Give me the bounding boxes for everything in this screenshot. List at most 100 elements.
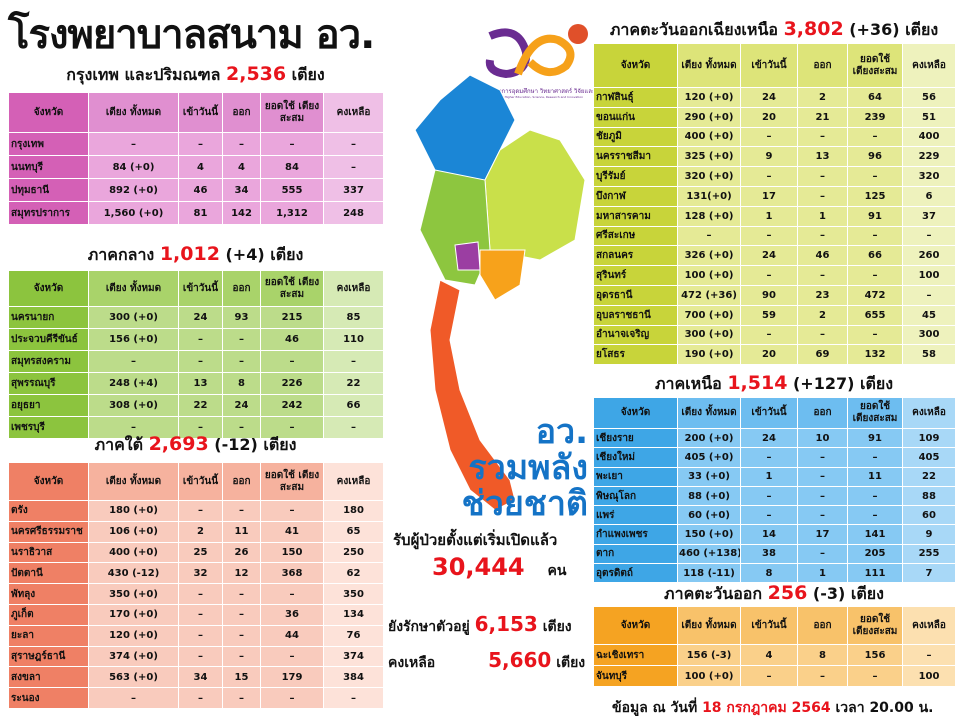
value-cell: 2 [797, 87, 848, 108]
value-cell: – [222, 416, 261, 439]
logo-mark-icon [485, 24, 588, 79]
value-cell: 4 [222, 155, 261, 179]
table-row: ประจวบคีรีขันธ์ 156 (+0) – –46 110 [8, 328, 384, 351]
province-cell: ยโสธร [593, 344, 678, 366]
value-cell: 46 [260, 328, 324, 351]
value-cell: – [323, 687, 384, 709]
east-label: ภาคตะวันออก [664, 584, 768, 603]
table-row: พะเยา 33 (+0) 1–11 22 [593, 466, 956, 487]
province-cell: อุดรธานี [593, 284, 678, 306]
value-cell: – [847, 505, 903, 526]
value-cell: 24 [740, 427, 798, 449]
north-header-row: จังหวัด เตียง ทั้งหมด เข้าวันนี้ ออก ยอดใช้ … [593, 397, 956, 429]
value-cell: 170 (+0) [88, 603, 179, 626]
south-heading: ภาคใต้ 2,693 (-12) เตียง [8, 433, 383, 458]
value-cell: – [847, 225, 903, 247]
value-cell: 15 [222, 666, 261, 689]
province-cell: นครศรีธรรมราช [8, 520, 89, 543]
admitted-label: รับผู้ป่วยตั้งแต่เริ่มเปิดแล้ว [393, 531, 558, 549]
value-cell: 150 [260, 541, 324, 564]
value-cell: 229 [902, 146, 956, 168]
value-cell: 205 [847, 543, 903, 565]
province-cell: ยะลา [8, 624, 89, 647]
table-row: เชียงราย 200 (+0) 24 10 91 109 [593, 427, 956, 449]
value-cell: 430 (-12) [88, 562, 179, 585]
value-cell: 320 (+0) [677, 166, 741, 187]
value-cell: 60 [902, 505, 956, 526]
column-header: จังหวัด [8, 92, 89, 133]
province-cell: นราธิวาส [8, 541, 89, 564]
value-cell: 384 [323, 666, 384, 689]
remaining-stat: คงเหลือ 5,660 เตียง [388, 648, 585, 674]
value-cell: 320 [902, 166, 956, 187]
south-label: ภาคใต้ [94, 435, 149, 454]
value-cell: 400 (+0) [677, 126, 741, 148]
table-row: อุดรธานี 472 (+36) 90 23 472– [593, 284, 956, 306]
value-cell: 34 [222, 178, 261, 202]
table-row: พัทลุง 350 (+0) – – –350 [8, 583, 384, 605]
value-cell: 12 [222, 562, 261, 585]
value-cell: 24 [740, 245, 798, 267]
province-cell: สุรินทร์ [593, 265, 678, 286]
province-cell: อำนาจเจริญ [593, 324, 678, 346]
value-cell: 180 (+0) [88, 500, 179, 522]
table-row: ตรัง 180 (+0) – – –180 [8, 500, 384, 522]
value-cell: 22 [902, 466, 956, 487]
value-cell: 65 [323, 520, 384, 543]
value-cell: – [847, 324, 903, 346]
value-cell: 90 [740, 284, 798, 306]
value-cell: – [222, 500, 261, 522]
column-header: ออก [222, 92, 261, 133]
value-cell: 700 (+0) [677, 304, 741, 326]
value-cell: 141 [847, 524, 903, 545]
value-cell: – [797, 265, 848, 286]
value-cell: 6 [902, 185, 956, 207]
value-cell: 2 [797, 304, 848, 326]
value-cell: 66 [847, 245, 903, 267]
province-cell: สงขลา [8, 666, 89, 689]
northeast-heading: ภาคตะวันออกเฉียงเหนือ 3,802 (+36) เตียง [593, 18, 955, 43]
north-label: ภาคเหนือ [654, 374, 728, 393]
value-cell: 44 [260, 624, 324, 647]
value-cell: 118 (-11) [677, 563, 741, 584]
value-cell: 84 [260, 155, 324, 179]
north-table: จังหวัด เตียง ทั้งหมด เข้าวันนี้ ออก ยอดใช้ … [593, 397, 956, 584]
value-cell: 109 [902, 427, 956, 449]
table-row: สงขลา 563 (+0) 34 15 179 384 [8, 666, 384, 689]
province-cell: นครราชสีมา [593, 146, 678, 168]
value-cell: 131(+0) [677, 185, 741, 207]
map-bangkok [454, 241, 481, 271]
value-cell: 13 [797, 146, 848, 168]
table-row: อยุธยา 308 (+0) 22 24 242 66 [8, 394, 384, 417]
value-cell: 190 (+0) [677, 344, 741, 366]
value-cell: 24 [222, 394, 261, 417]
value-cell: 350 (+0) [88, 583, 179, 605]
bangkok-heading: กรุงเทพ และปริมณฑล 2,536 เตียง [8, 63, 383, 88]
value-cell: – [260, 416, 324, 439]
value-cell: 91 [847, 205, 903, 227]
value-cell: – [740, 225, 798, 247]
table-row: ชัยภูมิ 400 (+0) – – –400 [593, 126, 956, 148]
value-cell: 1 [740, 205, 798, 227]
value-cell: 37 [902, 205, 956, 227]
province-cell: ตรัง [8, 500, 89, 522]
value-cell: – [847, 166, 903, 187]
value-cell: 38 [740, 543, 798, 565]
value-cell: – [260, 132, 324, 156]
table-row: ตาก 460 (+138) 38–205 255 [593, 543, 956, 565]
table-row: สุรินทร์ 100 (+0) – – –100 [593, 265, 956, 286]
table-row: นราธิวาส 400 (+0) 25 26 150 250 [8, 541, 384, 564]
ministry-logo: กระทรวงการอุดมศึกษา วิทยาศาสตร์ วิจัยและ… [478, 22, 621, 102]
north-total: 1,514 [727, 372, 788, 394]
value-cell: 325 (+0) [677, 146, 741, 168]
north-heading: ภาคเหนือ 1,514 (+127) เตียง [593, 372, 955, 397]
province-cell: ศรีสะเกษ [593, 225, 678, 247]
table-row: ยะลา 120 (+0) – –44 76 [8, 624, 384, 647]
value-cell: 125 [847, 185, 903, 207]
admitted-value: 30,444 [432, 553, 525, 581]
column-header: คงเหลือ [323, 92, 384, 133]
province-cell: อยุธยา [8, 394, 89, 417]
value-cell: 248 [323, 201, 384, 225]
value-cell: 22 [323, 372, 384, 395]
central-header-row: จังหวัด เตียง ทั้งหมด เข้าวันนี้ ออก ยอดใช้ … [8, 270, 384, 307]
